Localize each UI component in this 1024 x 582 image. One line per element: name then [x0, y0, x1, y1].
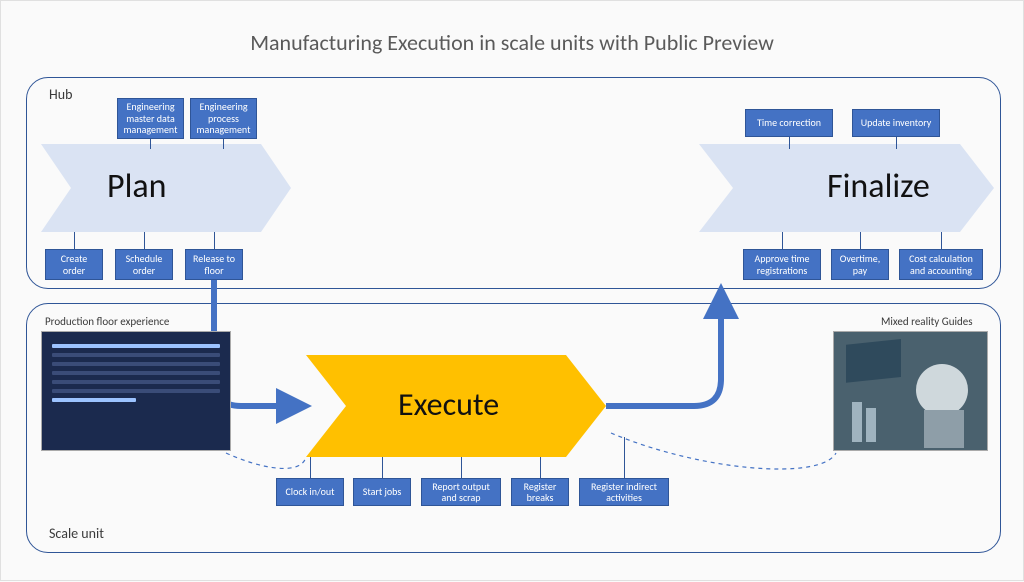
connector	[540, 457, 541, 478]
screenshot-floor	[41, 331, 231, 451]
chevron-finalize: Finalize	[699, 144, 994, 232]
box-cost-calc: Cost calculation and accounting	[899, 249, 983, 280]
connector	[941, 232, 942, 249]
chevron-plan-label: Plan	[107, 166, 167, 207]
connector	[74, 232, 75, 249]
screenshot-mixed	[833, 331, 988, 451]
box-eng-master-data: Engineering master data management	[117, 98, 184, 139]
connector	[214, 232, 215, 249]
box-time-correction: Time correction	[745, 109, 833, 137]
screenshot-floor-label: Production floor experience	[45, 315, 169, 328]
connector	[150, 139, 151, 149]
region-scale-unit-label: Scale unit	[49, 525, 104, 542]
connector	[461, 457, 462, 478]
box-clock-in-out: Clock in/out	[276, 478, 344, 506]
connector	[624, 437, 625, 478]
connector	[144, 232, 145, 249]
chevron-finalize-label: Finalize	[827, 166, 930, 207]
connector	[789, 137, 790, 149]
connector	[223, 139, 224, 149]
box-register-breaks: Register breaks	[511, 478, 569, 506]
connector	[382, 457, 383, 478]
box-reg-indirect: Register indirect activities	[579, 478, 669, 506]
box-create-order: Create order	[45, 249, 103, 280]
chevron-execute-label: Execute	[398, 385, 499, 424]
box-approve-time: Approve time registrations	[743, 249, 821, 280]
connector	[860, 232, 861, 249]
connector	[896, 137, 897, 149]
chevron-plan: Plan	[41, 144, 291, 232]
screenshot-mixed-label: Mixed reality Guides	[881, 315, 973, 328]
region-hub-label: Hub	[49, 86, 72, 103]
chevron-execute: Execute	[306, 355, 606, 457]
connector	[782, 232, 783, 249]
box-release-floor: Release to floor	[185, 249, 243, 280]
box-eng-process: Engineering process management	[190, 98, 257, 139]
page-title: Manufacturing Execution in scale units w…	[1, 29, 1023, 56]
connector	[310, 457, 311, 478]
box-start-jobs: Start jobs	[353, 478, 411, 506]
box-update-inventory: Update inventory	[852, 109, 940, 137]
box-schedule-order: Schedule order	[115, 249, 173, 280]
box-report-output: Report output and scrap	[421, 478, 501, 506]
box-overtime-pay: Overtime, pay	[831, 249, 889, 280]
